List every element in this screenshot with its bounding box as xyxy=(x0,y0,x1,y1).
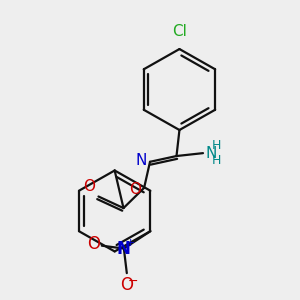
Text: N: N xyxy=(136,153,147,168)
Text: H: H xyxy=(212,154,221,167)
Text: +: + xyxy=(126,238,135,248)
Text: Cl: Cl xyxy=(172,24,187,39)
Text: N: N xyxy=(117,240,131,258)
Text: O: O xyxy=(83,178,95,194)
Text: O: O xyxy=(87,235,100,253)
Text: O: O xyxy=(120,276,133,294)
Text: O: O xyxy=(129,182,141,197)
Text: −: − xyxy=(128,274,139,288)
Text: H: H xyxy=(212,140,221,152)
Text: N: N xyxy=(206,146,217,160)
